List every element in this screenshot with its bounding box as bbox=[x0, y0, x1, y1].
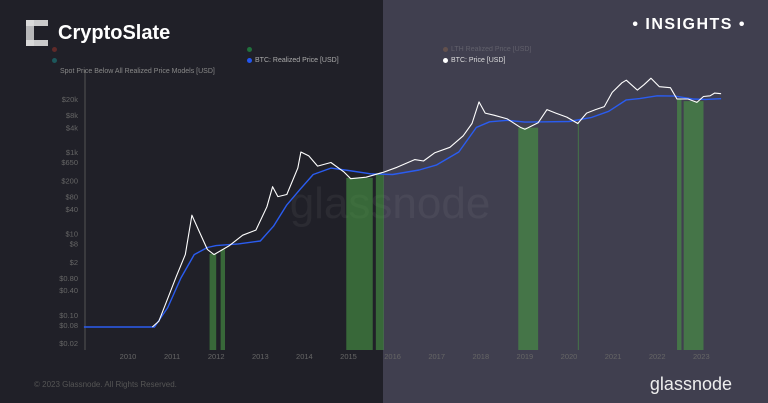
y-tick-label: $8k bbox=[66, 111, 78, 120]
x-tick-label: 2015 bbox=[340, 352, 357, 361]
legend-item: BTC: Price [USD] bbox=[443, 57, 505, 65]
y-tick-label: $1k bbox=[66, 148, 78, 157]
x-tick-label: 2016 bbox=[384, 352, 401, 361]
x-tick-label: 2019 bbox=[517, 352, 534, 361]
legend-item: LTH Realized Price [USD] bbox=[443, 46, 531, 54]
shaded-band bbox=[577, 122, 579, 350]
x-tick-label: 2023 bbox=[693, 352, 710, 361]
legend-dot-icon bbox=[443, 46, 448, 52]
x-tick-label: 2018 bbox=[472, 352, 489, 361]
legend-item: Spot Price Below All Realized Price Mode… bbox=[60, 68, 215, 75]
y-tick-label: $0.10 bbox=[59, 311, 78, 320]
legend-dot-icon bbox=[52, 57, 57, 63]
y-tick-label: $40 bbox=[65, 205, 78, 214]
x-tick-label: 2014 bbox=[296, 352, 313, 361]
x-tick-label: 2013 bbox=[252, 352, 269, 361]
x-tick-label: 2017 bbox=[428, 352, 445, 361]
shaded-band bbox=[375, 173, 384, 350]
insights-badge: • INSIGHTS • bbox=[632, 16, 746, 33]
x-tick-label: 2020 bbox=[561, 352, 578, 361]
legend-item: BTC: Realized Price [USD] bbox=[247, 57, 339, 65]
y-tick-label: $20k bbox=[62, 95, 79, 104]
x-tick-label: 2021 bbox=[605, 352, 622, 361]
y-tick-label: $650 bbox=[61, 158, 78, 167]
glassnode-logo: glassnode bbox=[649, 374, 732, 394]
logo-mark-icon bbox=[26, 20, 48, 46]
legend-item bbox=[52, 57, 60, 65]
shaded-band bbox=[677, 99, 682, 350]
y-tick-label: $0.40 bbox=[59, 286, 78, 295]
y-tick-label: $0.80 bbox=[59, 274, 78, 283]
x-tick-label: 2012 bbox=[208, 352, 225, 361]
y-tick-label: $10 bbox=[65, 229, 78, 238]
shaded-band bbox=[220, 249, 226, 350]
y-tick-label: $8 bbox=[70, 239, 78, 248]
shaded-band bbox=[683, 101, 704, 350]
shaded-band bbox=[518, 127, 539, 350]
watermark: glassnode bbox=[290, 179, 491, 228]
y-tick-label: $4k bbox=[66, 123, 78, 132]
y-tick-label: $0.02 bbox=[59, 339, 78, 348]
x-tick-label: 2022 bbox=[649, 352, 666, 361]
copyright: © 2023 Glassnode. All Rights Reserved. bbox=[34, 380, 177, 389]
y-tick-label: $0.08 bbox=[59, 321, 78, 330]
cryptoslate-logo: CryptoSlate bbox=[26, 20, 170, 46]
y-tick-label: $80 bbox=[65, 193, 78, 202]
legend-dot-icon bbox=[247, 46, 252, 52]
logo-text: CryptoSlate bbox=[58, 21, 171, 44]
y-tick-label: $200 bbox=[61, 176, 78, 185]
price-line bbox=[151, 77, 722, 328]
shaded-band bbox=[346, 177, 373, 350]
y-tick-label: $2 bbox=[70, 258, 78, 267]
legend-item bbox=[247, 46, 255, 54]
legend-item bbox=[52, 46, 60, 54]
shaded-band bbox=[209, 253, 217, 350]
legend-dot-icon bbox=[247, 57, 252, 63]
x-tick-label: 2011 bbox=[164, 352, 180, 361]
x-tick-label: 2010 bbox=[120, 352, 137, 361]
realized-price-line bbox=[83, 95, 722, 328]
legend-dot-icon bbox=[52, 46, 57, 52]
left-panel bbox=[0, 0, 383, 403]
legend-dot-icon bbox=[443, 57, 448, 63]
